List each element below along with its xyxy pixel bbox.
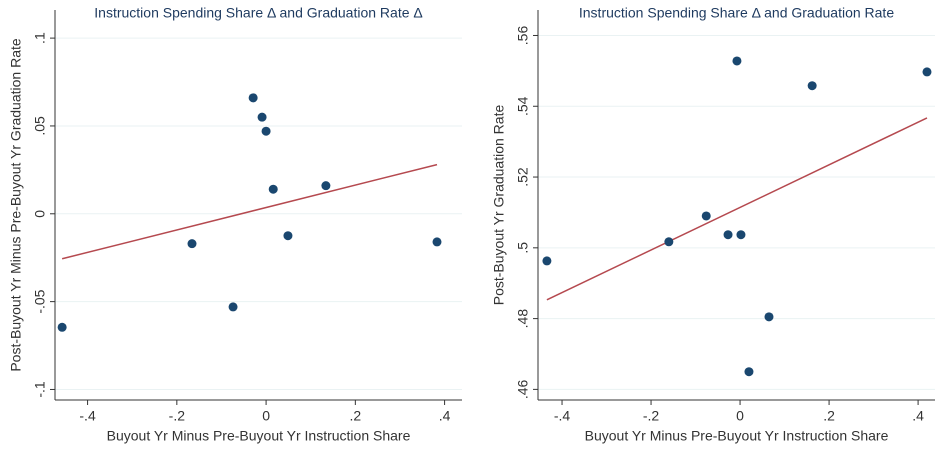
x-tick-label: -.2 — [169, 408, 186, 424]
y-tick-label: .56 — [515, 26, 531, 46]
point — [321, 181, 331, 191]
y-tick-label: .54 — [515, 96, 531, 116]
x-tick-label: .4 — [912, 408, 924, 424]
chart-title: Instruction Spending Share Δ and Graduat… — [94, 5, 422, 21]
x-tick-label: .4 — [439, 408, 451, 424]
y-axis-label: Post-Buyout Yr Minus Pre-Buyout Yr Gradu… — [8, 38, 24, 372]
y-tick-label: .52 — [515, 167, 531, 187]
point — [268, 184, 278, 194]
point — [664, 237, 674, 247]
y-tick-label: .1 — [32, 32, 48, 44]
y-tick-label: -.05 — [32, 289, 48, 313]
y-tick-label: .05 — [32, 116, 48, 136]
fit-line — [546, 117, 928, 301]
point — [922, 67, 932, 77]
point — [228, 302, 238, 312]
x-tick-label: 0 — [736, 408, 744, 424]
x-tick-label: -.2 — [643, 408, 660, 424]
x-axis-label: Buyout Yr Minus Pre-Buyout Yr Instructio… — [585, 428, 889, 444]
point — [432, 237, 442, 247]
point — [701, 211, 711, 221]
fit-line — [61, 163, 438, 260]
x-tick-label: -.4 — [79, 408, 96, 424]
point — [248, 93, 258, 103]
point — [283, 231, 293, 241]
point — [187, 239, 197, 249]
x-tick-label: -.4 — [554, 408, 571, 424]
x-axis-label: Buyout Yr Minus Pre-Buyout Yr Instructio… — [107, 428, 411, 444]
x-tick-label: .2 — [349, 408, 361, 424]
point — [732, 56, 742, 66]
point — [542, 256, 552, 266]
point — [257, 112, 267, 122]
chart-title: Instruction Spending Share Δ and Graduat… — [579, 5, 894, 21]
point — [57, 322, 67, 332]
x-tick-label: .2 — [823, 408, 835, 424]
point — [807, 81, 817, 91]
y-tick-label: 0 — [32, 210, 48, 218]
point — [723, 230, 733, 240]
y-tick-label: -.1 — [32, 381, 48, 398]
x-tick-label: 0 — [262, 408, 270, 424]
y-tick-label: .5 — [515, 242, 531, 254]
point — [736, 230, 746, 240]
y-tick-label: .48 — [515, 309, 531, 329]
point — [744, 367, 754, 377]
point — [764, 312, 774, 322]
y-tick-label: .46 — [515, 379, 531, 399]
y-axis-label: Post-Buyout Yr Graduation Rate — [491, 105, 507, 306]
point — [261, 126, 271, 136]
